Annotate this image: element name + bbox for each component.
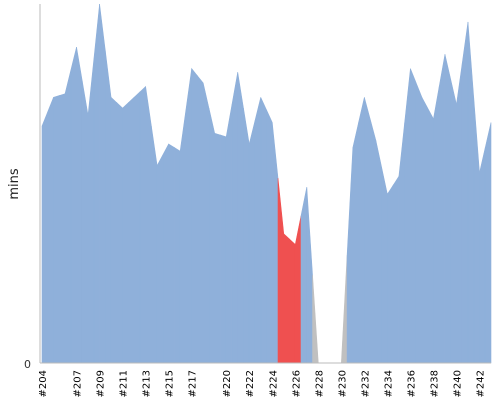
area-segment-211-right [122,102,129,364]
area-segment-221-right [237,72,244,364]
area-segment-230-right [341,255,348,364]
area-segment-235-left [392,175,400,364]
x-tick-label-217: #217 [188,370,199,397]
area-segment-210-left [105,50,112,364]
area-segment-213-left [139,85,146,364]
area-segment-237-right [421,97,428,364]
area-segment-236-left [404,68,411,364]
area-segment-208-right [87,59,95,364]
area-segment-225-right [283,233,290,364]
area-segment-205-left [47,97,54,364]
x-tick-label-209: #209 [96,370,107,397]
area-segment-205-right [53,95,60,364]
area-segment-212-left [128,96,135,364]
area-segment-214-right [156,154,164,364]
x-tick-label-220: #220 [222,370,233,397]
area-segment-223-right [260,97,267,364]
area-segment-227-right [306,187,313,364]
x-tick-labels: #204 #207 #209 #211 #213 #215 #217 #220 #222 #224… [38,370,487,397]
area-segment-204-right [41,111,49,364]
area-segment-214-left [151,126,158,364]
area-segment-225-left [277,178,285,364]
area-segment-215-right [168,143,175,364]
area-segment-242-left [473,97,480,364]
y-tick-label-0: 0 [24,358,31,371]
area-segment-208-left [81,81,89,364]
area-segment-228-left [312,275,319,364]
y-axis-title: mins [7,168,22,200]
area-segment-216-right [179,109,187,364]
area-segment-223-left [254,97,262,364]
area-segment-209-right [99,3,106,364]
area-segment-232-right [364,97,371,364]
area-segment-211-left [116,102,123,364]
x-tick-label-228: #228 [314,370,325,397]
x-tick-label-242: #242 [476,370,487,397]
area-segment-224-right [271,122,279,364]
area-segment-210-right [110,96,118,364]
area-segment-221-left [231,72,239,364]
area-segment-227-left [300,187,308,364]
area-segment-207-left [70,47,77,364]
area-segment-215-left [162,143,169,364]
area-segment-240-right [456,63,463,364]
area-segment-235-right [398,122,405,364]
area-segment-222-right [248,120,256,364]
x-tick-label-222: #222 [245,370,256,397]
area-segment-219-right [214,132,221,364]
area-segment-209-left [93,3,100,364]
area-segment-224-left [266,109,273,364]
x-tick-label-213: #213 [142,370,153,397]
area-segment-220-right [225,104,233,364]
build-area-series [41,3,492,364]
area-segment-236-right [410,68,417,364]
area-segment-243-left [484,122,492,364]
area-segment-234-left [381,167,388,364]
area-segment-231-right [352,122,359,364]
area-segment-238-left [427,107,434,364]
x-tick-label-240: #240 [453,370,464,397]
x-tick-label-236: #236 [406,370,417,397]
area-segment-241-right [467,21,475,364]
area-segment-217-left [185,68,192,364]
area-segment-239-left [438,54,446,364]
area-segment-232-left [358,97,365,364]
area-segment-219-left [208,108,215,364]
area-segment-220-left [220,134,227,364]
x-tick-label-207: #207 [73,370,84,397]
area-segment-226-left [289,238,296,364]
area-segment-213-right [145,86,152,364]
area-segment-226-right [294,215,302,364]
area-segment-216-left [174,147,181,364]
x-tick-label-224: #224 [268,370,279,397]
area-segment-241-left [461,21,469,364]
area-segment-207-right [76,47,83,364]
area-segment-206-right [64,70,72,364]
x-tick-label-230: #230 [337,370,348,397]
area-segment-222-left [243,108,250,364]
area-segment-233-right [375,140,382,364]
area-segment-212-right [133,91,141,364]
area-segment-217-right [191,67,198,364]
area-segment-242-right [479,147,486,364]
x-tick-label-238: #238 [429,370,440,397]
area-segment-206-left [58,93,66,364]
x-tick-label-232: #232 [360,370,371,397]
x-tick-label-204: #204 [38,370,49,397]
area-segment-238-right [433,86,440,364]
area-segment-239-right [444,54,452,364]
area-segment-233-left [369,118,377,364]
area-segment-218-right [202,82,210,364]
area-segment-234-right [387,184,394,364]
area-segment-240-left [450,79,457,364]
area-segment-218-left [197,74,204,364]
x-tick-label-211: #211 [119,370,130,397]
area-segment-237-left [415,82,423,364]
x-tick-label-226: #226 [291,370,302,397]
x-tick-label-234: #234 [383,370,394,397]
area-segment-231-left [346,147,354,364]
x-tick-label-215: #215 [165,370,176,397]
